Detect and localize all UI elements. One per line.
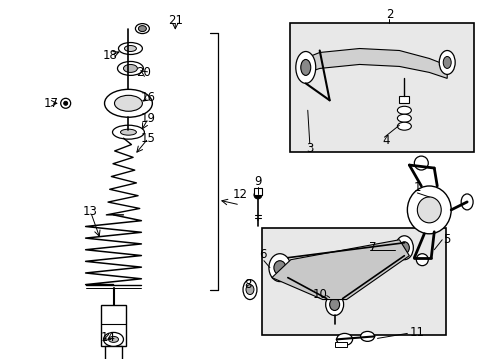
Ellipse shape <box>397 122 410 130</box>
Text: 18: 18 <box>103 49 118 62</box>
Bar <box>289 23 473 152</box>
Ellipse shape <box>61 98 71 108</box>
Ellipse shape <box>407 186 450 234</box>
Ellipse shape <box>273 261 285 275</box>
Bar <box>334 342 346 347</box>
Ellipse shape <box>438 50 454 75</box>
Ellipse shape <box>103 332 123 346</box>
Text: 17: 17 <box>43 97 58 110</box>
Ellipse shape <box>118 42 142 54</box>
Text: 10: 10 <box>312 288 326 301</box>
Ellipse shape <box>360 332 374 341</box>
Ellipse shape <box>104 89 152 117</box>
Bar <box>104 346 122 360</box>
Text: 16: 16 <box>141 91 156 104</box>
Text: 6: 6 <box>259 248 266 261</box>
Ellipse shape <box>138 26 146 32</box>
Ellipse shape <box>135 24 149 33</box>
Ellipse shape <box>416 197 440 223</box>
Text: 13: 13 <box>83 205 98 219</box>
Polygon shape <box>299 49 447 78</box>
Ellipse shape <box>442 57 450 68</box>
Bar <box>262 228 446 336</box>
Ellipse shape <box>112 125 144 139</box>
Text: 3: 3 <box>305 141 313 155</box>
Ellipse shape <box>295 51 315 84</box>
Ellipse shape <box>300 59 310 75</box>
Ellipse shape <box>395 236 412 260</box>
Bar <box>253 188 262 195</box>
Text: 7: 7 <box>368 241 375 254</box>
Ellipse shape <box>325 293 343 315</box>
Ellipse shape <box>63 101 67 105</box>
Ellipse shape <box>245 285 253 294</box>
Text: 11: 11 <box>409 326 424 339</box>
Text: 1: 1 <box>413 181 420 194</box>
Text: 4: 4 <box>382 134 389 147</box>
Ellipse shape <box>415 254 427 266</box>
Text: 5: 5 <box>443 233 450 246</box>
Text: 15: 15 <box>141 132 156 145</box>
Text: 21: 21 <box>167 14 183 27</box>
Text: 9: 9 <box>254 175 261 189</box>
Polygon shape <box>271 240 408 300</box>
Ellipse shape <box>399 242 408 254</box>
Ellipse shape <box>243 280 256 300</box>
Ellipse shape <box>117 62 143 75</box>
Ellipse shape <box>253 191 262 199</box>
Text: 2: 2 <box>385 8 392 21</box>
Ellipse shape <box>460 194 472 210</box>
Text: 14: 14 <box>101 331 116 344</box>
Ellipse shape <box>413 156 427 170</box>
Ellipse shape <box>124 45 136 51</box>
Ellipse shape <box>329 298 339 310</box>
Ellipse shape <box>120 129 136 135</box>
Ellipse shape <box>397 106 410 114</box>
Ellipse shape <box>397 114 410 122</box>
Text: 8: 8 <box>244 278 251 291</box>
Bar <box>101 305 126 346</box>
Text: 12: 12 <box>232 188 247 202</box>
Ellipse shape <box>268 254 290 282</box>
Text: 20: 20 <box>136 66 150 79</box>
Bar <box>399 96 408 103</box>
Text: 19: 19 <box>141 112 156 125</box>
Ellipse shape <box>114 95 142 111</box>
Ellipse shape <box>108 336 118 342</box>
Ellipse shape <box>123 64 137 72</box>
Ellipse shape <box>336 333 352 345</box>
